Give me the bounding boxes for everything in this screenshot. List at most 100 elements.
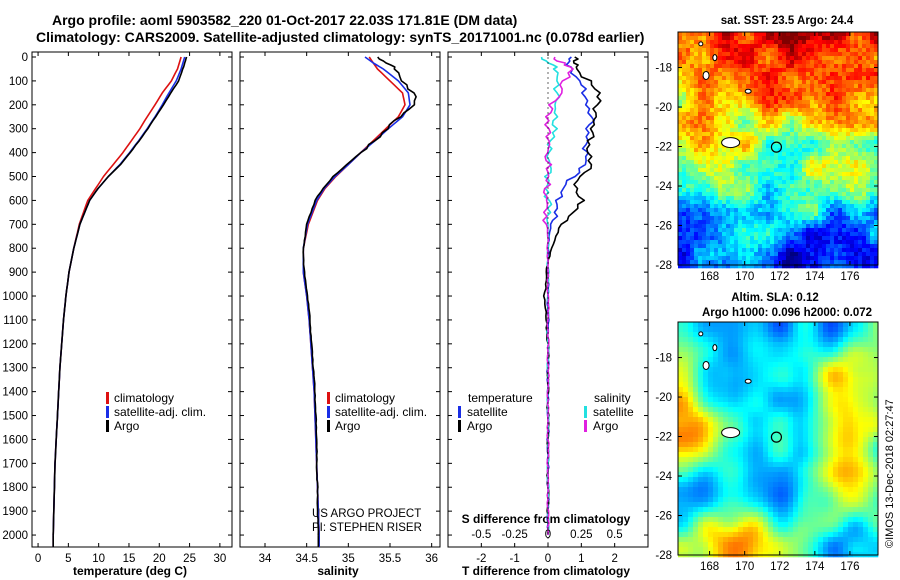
map-cell <box>682 208 687 213</box>
map-cell <box>722 52 727 57</box>
map-cell <box>803 392 809 398</box>
map-cell <box>850 200 855 205</box>
map-cell <box>778 204 783 209</box>
map-cell <box>758 362 764 368</box>
map-cell <box>858 442 864 448</box>
map-cell <box>838 108 843 113</box>
map-cell <box>838 392 844 398</box>
map-cell <box>854 132 859 137</box>
map-cell <box>683 492 689 498</box>
map-cell <box>718 220 723 225</box>
map-cell <box>688 452 694 458</box>
map-cell <box>714 152 719 157</box>
map-cell <box>866 132 871 137</box>
map-cell <box>810 124 815 129</box>
map-cell <box>798 357 804 363</box>
map-cell <box>743 342 749 348</box>
map-cell <box>863 517 869 523</box>
map-cell <box>863 532 869 538</box>
map-cell <box>838 342 844 348</box>
sla-map-title-line1: Altim. SLA: 0.12 <box>731 292 819 304</box>
map-cell <box>874 156 879 161</box>
map-cell <box>753 407 759 413</box>
map-cell <box>738 44 743 49</box>
map-cell <box>808 402 814 408</box>
map-cell <box>686 172 691 177</box>
map-cell <box>738 507 744 513</box>
map-cell <box>758 497 764 503</box>
map-cell <box>846 220 851 225</box>
map-cell <box>746 136 751 141</box>
map-cell <box>734 236 739 241</box>
map-cell <box>713 532 719 538</box>
map-cell <box>810 152 815 157</box>
map-cell <box>802 144 807 149</box>
map-cell <box>823 352 829 358</box>
map-cell <box>870 200 875 205</box>
map-cell <box>730 32 735 37</box>
map-cell <box>686 264 691 269</box>
map-cell <box>693 347 699 353</box>
map-cell <box>822 208 827 213</box>
map-cell <box>822 44 827 49</box>
map-cell <box>848 487 854 493</box>
map-cell <box>782 76 787 81</box>
map-cell <box>813 487 819 493</box>
map-cell <box>862 76 867 81</box>
map-cell <box>728 367 734 373</box>
map-cell <box>854 76 859 81</box>
map-cell <box>766 224 771 229</box>
map-cell <box>853 492 859 498</box>
map-cell <box>862 88 867 93</box>
map-cell <box>782 40 787 45</box>
map-cell <box>802 244 807 249</box>
map-cell <box>828 382 834 388</box>
map-cell <box>698 88 703 93</box>
map-cell <box>703 452 709 458</box>
map-cell <box>710 156 715 161</box>
map-cell <box>868 367 874 373</box>
map-cell <box>783 397 789 403</box>
map-cell <box>806 96 811 101</box>
map-cell <box>694 240 699 245</box>
map-cell <box>750 244 755 249</box>
map-cell <box>868 442 874 448</box>
map-cell <box>682 228 687 233</box>
map-cell <box>870 164 875 169</box>
map-cell <box>750 112 755 117</box>
map-cell <box>843 507 849 513</box>
map-cell <box>688 337 694 343</box>
map-cell <box>774 144 779 149</box>
map-cell <box>753 497 759 503</box>
map-cell <box>734 116 739 121</box>
map-cell <box>862 68 867 73</box>
map-cell <box>733 352 739 358</box>
map-cell <box>814 236 819 241</box>
map-cell <box>810 228 815 233</box>
map-cell <box>830 68 835 73</box>
map-cell <box>838 252 843 257</box>
map-cell <box>786 224 791 229</box>
map-cell <box>786 80 791 85</box>
map-cell <box>838 497 844 503</box>
map-cell <box>793 367 799 373</box>
map-cell <box>758 492 764 498</box>
map-cell <box>868 392 874 398</box>
map-cell <box>843 417 849 423</box>
map-cell <box>782 164 787 169</box>
map-cell <box>743 522 749 528</box>
map-cell <box>850 160 855 165</box>
map-cell <box>773 447 779 453</box>
map-cell <box>728 537 734 543</box>
map-cell <box>770 172 775 177</box>
map-cell <box>750 104 755 109</box>
map-cell <box>808 337 814 343</box>
map-cell <box>818 347 824 353</box>
map-cell <box>862 148 867 153</box>
map-cell <box>810 108 815 113</box>
map-cell <box>846 104 851 109</box>
map-cell <box>863 382 869 388</box>
map-cell <box>853 342 859 348</box>
map-cell <box>694 252 699 257</box>
